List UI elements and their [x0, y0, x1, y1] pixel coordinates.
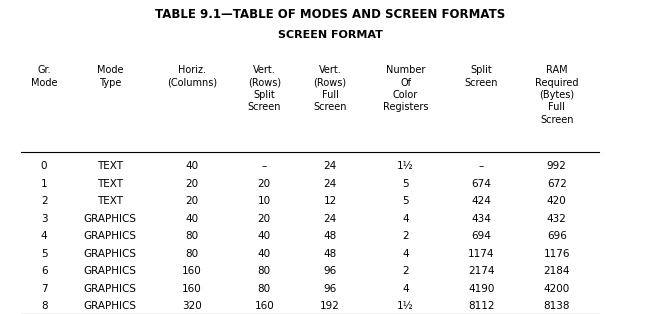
Text: 424: 424 [471, 196, 491, 206]
Text: TEXT: TEXT [97, 179, 123, 189]
Text: Vert.
(Rows)
Split
Screen: Vert. (Rows) Split Screen [248, 65, 281, 112]
Text: 80: 80 [257, 284, 271, 294]
Text: 96: 96 [323, 284, 337, 294]
Text: 4190: 4190 [468, 284, 494, 294]
Text: 96: 96 [323, 266, 337, 276]
Text: 2: 2 [402, 231, 409, 241]
Text: 5: 5 [402, 179, 409, 189]
Text: 4200: 4200 [544, 284, 570, 294]
Text: 20: 20 [257, 179, 271, 189]
Text: –: – [478, 161, 484, 171]
Text: 992: 992 [546, 161, 567, 171]
Text: GRAPHICS: GRAPHICS [83, 214, 137, 224]
Text: RAM
Required
(Bytes)
Full
Screen: RAM Required (Bytes) Full Screen [535, 65, 579, 125]
Text: 320: 320 [182, 301, 202, 311]
Text: 432: 432 [546, 214, 567, 224]
Text: 672: 672 [546, 179, 567, 189]
Text: 4: 4 [402, 249, 409, 259]
Text: 1176: 1176 [543, 249, 570, 259]
Text: 1½: 1½ [397, 161, 414, 171]
Text: 24: 24 [323, 214, 337, 224]
Text: 3: 3 [41, 214, 48, 224]
Text: 5: 5 [402, 196, 409, 206]
Text: TABLE 9.1—TABLE OF MODES AND SCREEN FORMATS: TABLE 9.1—TABLE OF MODES AND SCREEN FORM… [155, 8, 505, 21]
Text: 7: 7 [41, 284, 48, 294]
Text: 694: 694 [471, 231, 491, 241]
Text: 80: 80 [185, 231, 199, 241]
Text: 48: 48 [323, 249, 337, 259]
Text: 40: 40 [185, 161, 199, 171]
Text: –: – [261, 161, 267, 171]
Text: 160: 160 [182, 284, 202, 294]
Text: 2184: 2184 [543, 266, 570, 276]
Text: Horiz.
(Columns): Horiz. (Columns) [167, 65, 217, 88]
Text: 10: 10 [257, 196, 271, 206]
Text: 4: 4 [402, 284, 409, 294]
Text: 20: 20 [257, 214, 271, 224]
Text: Mode
Type: Mode Type [96, 65, 123, 88]
Text: 24: 24 [323, 179, 337, 189]
Text: 40: 40 [257, 231, 271, 241]
Text: 40: 40 [185, 214, 199, 224]
Text: 1174: 1174 [468, 249, 494, 259]
Text: 4: 4 [41, 231, 48, 241]
Text: Vert.
(Rows)
Full
Screen: Vert. (Rows) Full Screen [314, 65, 346, 112]
Text: 2: 2 [402, 266, 409, 276]
Text: 696: 696 [546, 231, 567, 241]
Text: 20: 20 [185, 196, 199, 206]
Text: 192: 192 [320, 301, 340, 311]
Text: GRAPHICS: GRAPHICS [83, 266, 137, 276]
Text: 1½: 1½ [397, 301, 414, 311]
Text: 40: 40 [257, 249, 271, 259]
Text: 6: 6 [41, 266, 48, 276]
Text: 24: 24 [323, 161, 337, 171]
Text: 48: 48 [323, 231, 337, 241]
Text: GRAPHICS: GRAPHICS [83, 249, 137, 259]
Text: 12: 12 [323, 196, 337, 206]
Text: GRAPHICS: GRAPHICS [83, 301, 137, 311]
Text: 5: 5 [41, 249, 48, 259]
Text: 420: 420 [547, 196, 567, 206]
Text: 160: 160 [254, 301, 274, 311]
Text: 434: 434 [471, 214, 491, 224]
Text: 8138: 8138 [543, 301, 570, 311]
Text: 2174: 2174 [468, 266, 494, 276]
Text: 20: 20 [185, 179, 199, 189]
Text: 2: 2 [41, 196, 48, 206]
Text: 8: 8 [41, 301, 48, 311]
Text: 8112: 8112 [468, 301, 494, 311]
Text: GRAPHICS: GRAPHICS [83, 231, 137, 241]
Text: GRAPHICS: GRAPHICS [83, 284, 137, 294]
Text: 674: 674 [471, 179, 491, 189]
Text: 0: 0 [41, 161, 48, 171]
Text: Split
Screen: Split Screen [465, 65, 498, 88]
Text: Number
Of
Color
Registers: Number Of Color Registers [383, 65, 428, 112]
Text: TEXT: TEXT [97, 196, 123, 206]
Text: 80: 80 [257, 266, 271, 276]
Text: 1: 1 [41, 179, 48, 189]
Text: TEXT: TEXT [97, 161, 123, 171]
Text: 160: 160 [182, 266, 202, 276]
Text: 4: 4 [402, 214, 409, 224]
Text: Gr.
Mode: Gr. Mode [31, 65, 57, 88]
Text: 80: 80 [185, 249, 199, 259]
Text: SCREEN FORMAT: SCREEN FORMAT [278, 30, 382, 40]
